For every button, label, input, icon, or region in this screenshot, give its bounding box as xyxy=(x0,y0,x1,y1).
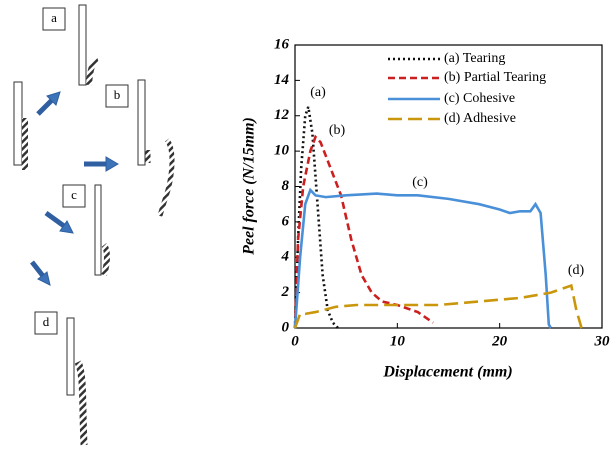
x-tick-label: 10 xyxy=(390,333,406,349)
annotation: (c) xyxy=(412,175,428,190)
arrows xyxy=(30,91,119,286)
y-tick-label: 2 xyxy=(281,284,290,300)
diagram: a b c d xyxy=(13,4,175,446)
legend-label: (a) Tearing xyxy=(444,51,505,66)
strip xyxy=(101,243,110,276)
y-tick-label: 10 xyxy=(274,143,290,159)
y-tick-label: 0 xyxy=(282,319,290,335)
label-box xyxy=(62,184,86,208)
diagram-label: c xyxy=(71,187,77,202)
legend-label: (c) Cohesive xyxy=(444,91,515,106)
y-tick-label: 4 xyxy=(281,249,290,265)
diagram-label: d xyxy=(43,314,50,329)
arrow-head xyxy=(59,220,74,234)
arrow-head xyxy=(105,156,119,172)
label-box xyxy=(105,84,129,108)
plate xyxy=(13,81,23,166)
strip xyxy=(74,360,88,446)
label-box xyxy=(42,7,66,31)
annotation: (a) xyxy=(310,85,326,100)
diagram-label: b xyxy=(114,87,121,102)
arrow xyxy=(44,210,66,229)
legend-label: (d) Adhesive xyxy=(444,111,516,126)
plate xyxy=(94,184,102,276)
y-tick-label: 8 xyxy=(282,178,290,194)
diagram-label: a xyxy=(51,10,57,25)
x-tick-label: 30 xyxy=(594,333,611,349)
strip xyxy=(86,57,100,86)
arrow-head xyxy=(37,271,51,286)
strip xyxy=(157,138,175,217)
x-tick-label: 20 xyxy=(491,333,508,349)
y-tick-label: 16 xyxy=(274,36,290,52)
arrow xyxy=(30,260,45,278)
y-tick-label: 12 xyxy=(274,107,290,123)
label-box xyxy=(34,311,58,335)
plot-frame xyxy=(294,44,603,329)
legend-label: (b) Partial Tearing xyxy=(444,70,546,85)
line xyxy=(293,106,339,329)
x-tick-label: 0 xyxy=(291,333,299,349)
annotation: (d) xyxy=(568,263,585,278)
arrow-head xyxy=(46,91,61,106)
annotation: (b) xyxy=(329,123,346,138)
line xyxy=(293,187,552,329)
y-tick-label: 14 xyxy=(274,72,290,88)
x-axis-label: Displacement (mm) xyxy=(382,364,512,381)
plate xyxy=(137,79,146,166)
line xyxy=(293,283,583,329)
arrow xyxy=(36,98,54,116)
y-tick-label: 6 xyxy=(282,213,290,229)
y-axis-label: Peel force (N/15mm) xyxy=(241,117,258,256)
plate xyxy=(66,317,75,396)
plate xyxy=(78,4,87,86)
